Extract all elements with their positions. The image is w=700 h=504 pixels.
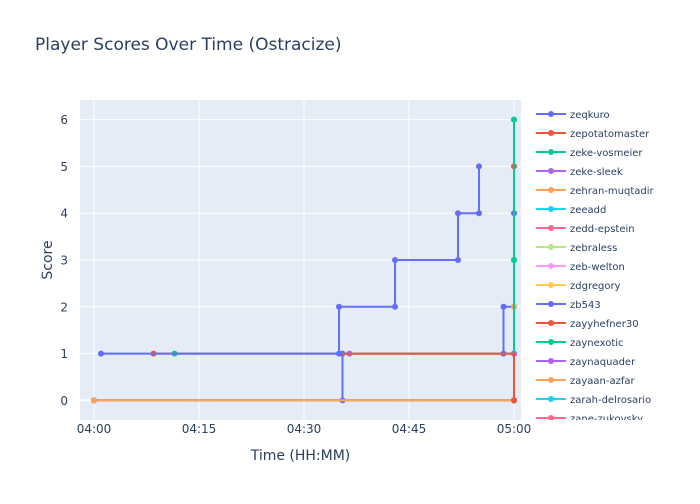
legend-label: zehran-muqtadir xyxy=(570,186,655,197)
legend-item: zeke-vosmeier xyxy=(536,148,643,159)
x-tick-label: 04:00 xyxy=(77,422,112,436)
legend-label: zaynexotic xyxy=(570,338,624,349)
data-point xyxy=(455,257,461,263)
legend-label: zebraless xyxy=(570,243,617,254)
legend-label: zb543 xyxy=(570,300,601,311)
data-point xyxy=(476,210,482,217)
y-tick-label: 6 xyxy=(60,113,68,127)
data-point xyxy=(336,350,342,357)
legend-label: zane-zukovsky xyxy=(570,414,643,425)
legend-label: zdgregory xyxy=(570,281,621,292)
y-tick-labels: 0 1 2 3 4 5 6 xyxy=(60,113,68,408)
legend-marker xyxy=(548,377,554,383)
data-point xyxy=(91,397,97,404)
legend-item: zayyhefner30 xyxy=(536,319,639,330)
legend-item: zdgregory xyxy=(536,281,621,292)
y-tick-label: 5 xyxy=(60,160,68,174)
data-point xyxy=(476,163,482,170)
legend-marker xyxy=(548,358,554,364)
legend-label: zeqkuro xyxy=(570,110,610,121)
data-point xyxy=(511,257,517,263)
legend-item: zehran-muqtadir xyxy=(536,186,655,197)
legend-label: zaynaquader xyxy=(570,357,636,368)
legend-label: zepotatomaster xyxy=(570,129,650,140)
legend-marker xyxy=(548,206,554,212)
x-tick-labels: 04:00 04:15 04:30 04:45 05:00 xyxy=(77,422,532,436)
y-tick-label: 0 xyxy=(60,394,68,408)
legend-marker xyxy=(548,282,554,288)
data-point xyxy=(98,350,104,357)
x-tick-label: 04:15 xyxy=(182,422,217,436)
legend: zeqkuro zepotatomaster zeke-vosmeier zeke-s… xyxy=(536,110,655,425)
legend-marker xyxy=(548,187,554,193)
legend-label: zeke-sleek xyxy=(570,167,623,178)
x-tick-label: 05:00 xyxy=(497,422,532,436)
legend-label: zeeadd xyxy=(570,205,606,216)
legend-item: zeqkuro xyxy=(536,110,610,121)
legend-item: zepotatomaster xyxy=(536,129,650,140)
x-axis-label: Time (HH:MM) xyxy=(250,448,351,464)
legend-marker xyxy=(548,339,554,345)
data-point xyxy=(392,257,398,263)
legend-label: zedd-epstein xyxy=(570,224,635,235)
y-tick-label: 1 xyxy=(60,347,68,361)
legend-marker xyxy=(548,111,554,117)
data-point xyxy=(500,303,507,310)
legend-marker xyxy=(548,396,554,402)
legend-label: zeke-vosmeier xyxy=(570,148,643,159)
legend-item: zedd-epstein xyxy=(536,224,635,235)
legend-item: zeke-sleek xyxy=(536,167,623,178)
legend-label: zayyhefner30 xyxy=(570,319,639,330)
legend-marker xyxy=(548,149,554,155)
data-point xyxy=(511,397,517,404)
y-axis-label: Score xyxy=(40,240,56,279)
data-point xyxy=(511,116,517,123)
data-point xyxy=(455,210,461,217)
legend-marker xyxy=(548,244,554,250)
legend-item: zebraless xyxy=(536,243,617,254)
legend-item: zeb-welton xyxy=(536,262,625,273)
legend-item: zarah-delrosario xyxy=(536,395,651,406)
y-tick-label: 3 xyxy=(60,254,68,268)
legend-label: zeb-welton xyxy=(570,262,625,273)
legend-marker xyxy=(548,301,554,307)
legend-item: zb543 xyxy=(536,300,601,311)
legend-marker xyxy=(548,263,554,269)
legend-marker xyxy=(548,168,554,174)
legend-item: zaynexotic xyxy=(536,338,624,349)
data-point xyxy=(392,303,398,310)
x-tick-label: 04:45 xyxy=(392,422,427,436)
x-tick-label: 04:30 xyxy=(287,422,322,436)
series-layer xyxy=(91,116,517,404)
legend-item: zane-zukovsky xyxy=(536,414,643,425)
data-point xyxy=(336,303,342,310)
y-tick-label: 2 xyxy=(60,300,68,314)
legend-label: zayaan-azfar xyxy=(570,376,636,387)
legend-marker xyxy=(548,130,554,136)
legend-marker xyxy=(548,320,554,326)
legend-marker xyxy=(548,225,554,231)
chart-title: Player Scores Over Time (Ostracize) xyxy=(35,35,342,55)
y-tick-label: 4 xyxy=(60,207,68,221)
legend-marker xyxy=(548,415,554,420)
legend-item: zeeadd xyxy=(536,205,606,216)
legend-label: zarah-delrosario xyxy=(570,395,651,406)
legend-item: zayaan-azfar xyxy=(536,376,636,387)
legend-item: zaynaquader xyxy=(536,357,636,368)
series-zeqkuro xyxy=(98,163,482,357)
